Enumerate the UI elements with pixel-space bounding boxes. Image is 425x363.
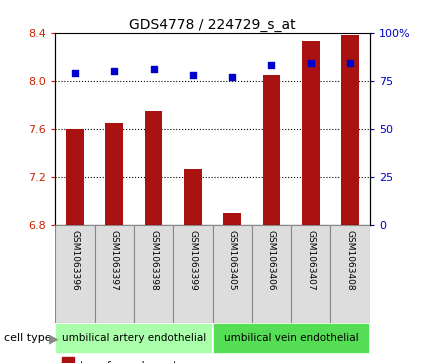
Text: GSM1063405: GSM1063405 (228, 230, 237, 291)
Bar (173, 225, 212, 323)
Text: GSM1063396: GSM1063396 (71, 230, 79, 291)
Bar (144, 111, 162, 225)
Text: GSM1063406: GSM1063406 (267, 230, 276, 291)
Text: cell type: cell type (4, 334, 52, 343)
Bar (331, 225, 370, 323)
Point (71, 70, 78, 76)
Bar (302, 41, 320, 225)
Bar (184, 168, 202, 225)
Bar (212, 323, 370, 354)
Point (190, 72, 196, 78)
Bar (252, 225, 291, 323)
Title: GDS4778 / 224729_s_at: GDS4778 / 224729_s_at (129, 18, 296, 32)
Point (111, 68, 118, 74)
Bar (105, 123, 123, 225)
Bar (263, 75, 280, 225)
Text: umbilical vein endothelial: umbilical vein endothelial (224, 334, 358, 343)
Text: GSM1063399: GSM1063399 (188, 230, 197, 291)
Point (347, 61, 354, 66)
Bar (341, 35, 359, 225)
Point (229, 74, 235, 80)
Bar (134, 225, 173, 323)
Bar (55, 225, 94, 323)
Bar (66, 129, 84, 225)
Text: GSM1063398: GSM1063398 (149, 230, 158, 291)
Text: GSM1063408: GSM1063408 (346, 230, 354, 291)
Bar (223, 213, 241, 225)
Text: transformed count: transformed count (80, 361, 178, 363)
Text: umbilical artery endothelial: umbilical artery endothelial (62, 334, 206, 343)
Bar (94, 225, 134, 323)
Bar (55, 323, 212, 354)
Bar (291, 225, 331, 323)
Bar (212, 225, 252, 323)
Bar (62, 357, 74, 363)
Point (268, 62, 275, 68)
Point (307, 61, 314, 66)
Text: GSM1063397: GSM1063397 (110, 230, 119, 291)
Text: ▶: ▶ (49, 332, 59, 345)
Point (150, 66, 157, 72)
Text: GSM1063407: GSM1063407 (306, 230, 315, 291)
